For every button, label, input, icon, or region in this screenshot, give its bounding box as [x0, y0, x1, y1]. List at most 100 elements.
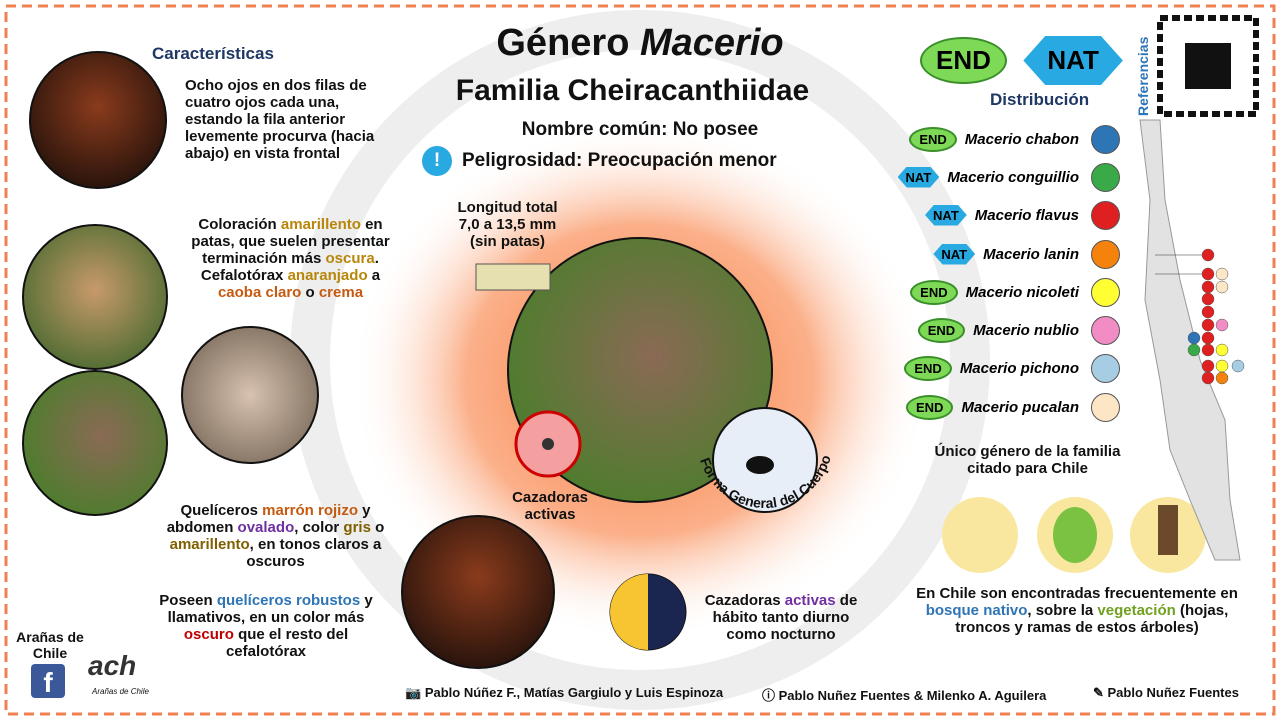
- species-color: [1091, 353, 1120, 383]
- family: Familia Cheiracanthiidae: [455, 74, 810, 107]
- photo-side: [22, 370, 168, 516]
- species-color: [1091, 392, 1120, 422]
- status-badge: END: [904, 355, 952, 381]
- species-color: [1091, 200, 1120, 230]
- text-segment: Ocho ojos en dos filas de cuatro ojos ca…: [185, 77, 375, 162]
- art-credit: ✎ Pablo Nuñez Fuentes: [1093, 685, 1239, 700]
- hunter-icon-fly: [542, 438, 554, 450]
- species-color: [1091, 124, 1120, 154]
- characteristic-text: Ocho ojos en dos filas de cuatro ojos ca…: [185, 77, 385, 162]
- status-badge: END: [917, 317, 966, 343]
- species-color: [1091, 162, 1120, 192]
- text-segment: Poseen: [159, 592, 217, 609]
- status-badge: NAT: [925, 204, 967, 226]
- text-segment: activas: [784, 592, 836, 609]
- text-segment: de hábito tanto diurno como nocturno: [712, 592, 858, 643]
- species-name: Macerio pucalan: [961, 398, 1079, 416]
- species-row: END Macerio pucalan: [880, 392, 1120, 422]
- end-badge: END: [920, 37, 1007, 84]
- danger-label: Peligrosidad:: [462, 150, 583, 171]
- text-segment: oscura: [325, 250, 375, 267]
- characteristic-text: Poseen quelíceros robustos y llamativos,…: [146, 592, 386, 660]
- text-segment: Cazadoras: [704, 592, 785, 609]
- text-segment: amarillento: [280, 216, 361, 233]
- text-segment: (hojas, troncos y ramas de estos árboles…: [955, 602, 1229, 636]
- photo-credit: 📷 Pablo Núñez F., Matías Gargiulo y Luis…: [405, 685, 724, 700]
- species-row: END Macerio nicoleti: [880, 277, 1120, 307]
- text-segment: bosque nativo: [925, 602, 1028, 619]
- logo: ach: [88, 650, 137, 681]
- text-segment: o: [301, 284, 319, 301]
- species-color: [1091, 239, 1120, 269]
- text-segment: Coloración: [198, 216, 281, 233]
- species-name: Macerio nicoleti: [965, 283, 1079, 301]
- references: Referencias: [1135, 36, 1151, 116]
- nat-badge: NAT: [1023, 36, 1123, 85]
- info-credit: ⓘ Pablo Nuñez Fuentes & Milenko A. Aguil…: [762, 688, 1047, 703]
- danger-value: Preocupación menor: [587, 150, 777, 171]
- species-row: END Macerio chabon: [880, 124, 1120, 154]
- characteristic-text: Coloración amarillento en patas, que sue…: [178, 216, 403, 301]
- text-segment: y abdomen: [166, 502, 371, 536]
- status-badge: END: [910, 279, 958, 305]
- text-segment: amarillento: [169, 536, 250, 553]
- photo-eyes: [29, 51, 167, 189]
- distribution-note: Único género de la familia citado para C…: [934, 443, 1121, 477]
- text-segment: gris: [343, 519, 371, 536]
- text-segment: que el resto del cefalotórax: [225, 626, 349, 660]
- text-segment: , en tonos claros a oscuros: [246, 536, 382, 570]
- species-name: Macerio pichono: [959, 359, 1079, 377]
- length: Longitud total 7,0 a 13,5 mm (sin patas): [457, 199, 558, 250]
- photo-crema: [181, 326, 319, 464]
- activity: Cazadoras activas de hábito tanto diurno…: [695, 592, 867, 643]
- characteristic-text: Quelíceros marrón rojizo y abdomen ovala…: [163, 502, 388, 570]
- characteristics-title: Características: [152, 44, 274, 63]
- danger-icon: !: [422, 146, 452, 176]
- art-credit-text: Pablo Nuñez Fuentes: [1107, 685, 1239, 700]
- text-segment: , sobre la: [1027, 602, 1098, 619]
- species-row: END Macerio nublio: [880, 315, 1120, 345]
- species-color: [1091, 315, 1120, 345]
- qr-code: [1157, 15, 1259, 117]
- hunters: Cazadoras activas: [512, 489, 588, 523]
- text-segment: , color: [294, 519, 344, 536]
- logo-small: Arañas de Chile: [92, 687, 149, 696]
- photo-credit-text: Pablo Núñez F., Matías Gargiulo y Luis E…: [424, 685, 724, 700]
- brand[interactable]: Arañas de Chile: [16, 629, 84, 661]
- species-name: Macerio nublio: [973, 321, 1079, 339]
- species-row: NAT Macerio conguillio: [880, 162, 1120, 192]
- trunk: [1158, 505, 1178, 555]
- species-row: END Macerio pichono: [880, 353, 1120, 383]
- common-name: Nombre común: No posee: [521, 119, 759, 140]
- distribution-title: Distribución: [990, 90, 1090, 109]
- text-segment: caoba claro: [217, 284, 302, 301]
- text-segment: Quelíceros: [180, 502, 263, 519]
- text-segment: oscuro: [183, 626, 234, 643]
- species-name: Macerio chabon: [964, 130, 1079, 148]
- forest-icon: [942, 497, 1018, 573]
- text-segment: crema: [318, 284, 364, 301]
- map-dots: [1155, 248, 1245, 385]
- photo-dorsal: [22, 224, 168, 370]
- text-segment: anaranjado: [287, 267, 368, 284]
- text-segment: En Chile son encontradas frecuentemente …: [916, 585, 1238, 602]
- watermark: [290, 10, 990, 710]
- day-half: [610, 574, 648, 650]
- danger: ! Peligrosidad: Preocupación menor: [422, 146, 777, 176]
- qr-core: [1185, 43, 1231, 89]
- badges: END NAT: [920, 36, 1123, 85]
- title: Género Macerio: [400, 22, 880, 65]
- title-genus: Macerio: [639, 22, 784, 64]
- status-badge: NAT: [897, 166, 940, 188]
- text-segment: y llamativos, en un color más: [167, 592, 373, 626]
- body-shape-spider: [746, 456, 774, 474]
- status-badge: END: [906, 394, 954, 420]
- facebook-icon[interactable]: f: [31, 664, 65, 698]
- ruler: [475, 263, 551, 291]
- info-credit-text: Pablo Nuñez Fuentes & Milenko A. Aguiler…: [778, 688, 1047, 703]
- species-name: Macerio conguillio: [947, 168, 1079, 186]
- species-color: [1091, 277, 1120, 307]
- photo-chelicerae: [401, 515, 555, 669]
- text-segment: . Cefalotórax: [200, 250, 379, 284]
